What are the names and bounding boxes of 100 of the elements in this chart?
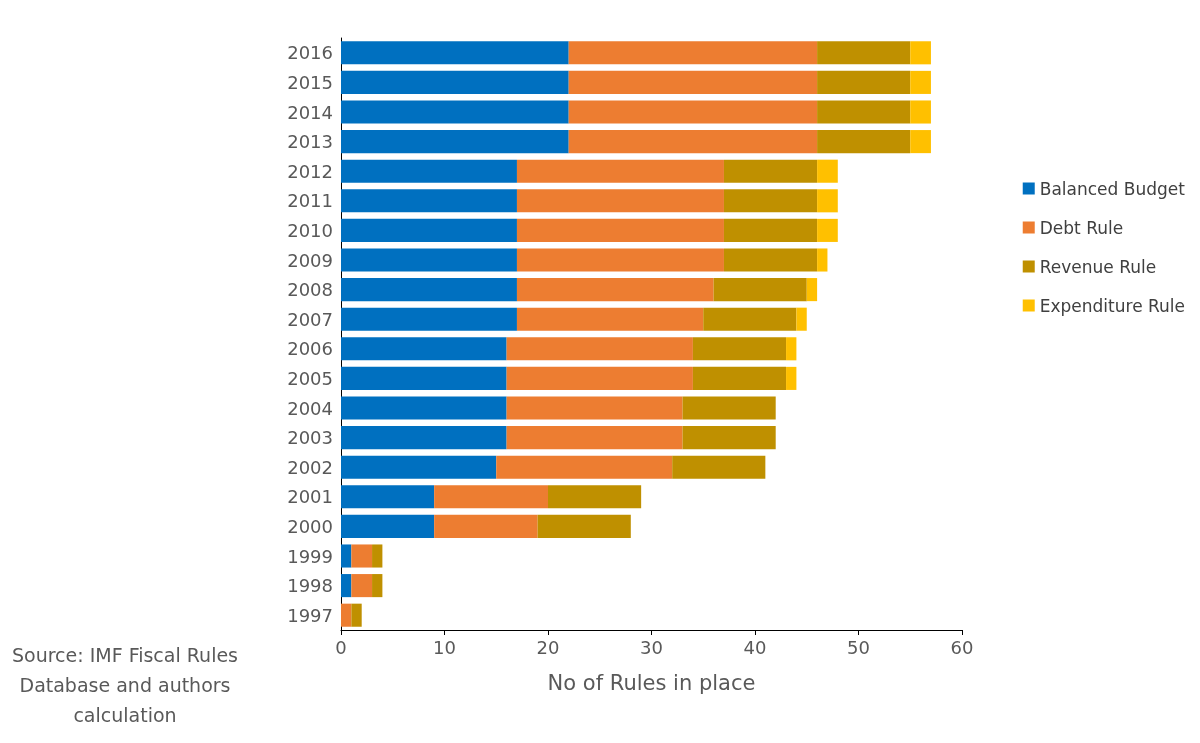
y-tick-label: 2007 <box>287 308 333 330</box>
bar <box>434 514 538 538</box>
y-tick-label: 2006 <box>287 338 333 360</box>
bar <box>506 396 683 420</box>
y-tick-label: 1997 <box>287 604 333 626</box>
x-tick-label: 50 <box>847 636 870 658</box>
bar <box>341 426 507 450</box>
bar <box>506 337 693 361</box>
x-axis-title: No of Rules in place <box>547 670 756 695</box>
y-tick-label: 2012 <box>287 160 333 182</box>
legend-label: Debt Rule <box>1039 217 1124 238</box>
bar <box>506 366 693 390</box>
bar <box>341 189 517 213</box>
bar <box>568 100 818 124</box>
bar <box>548 485 642 509</box>
source-note: Source: IMF Fiscal Rules Database and authors calculation <box>10 643 240 728</box>
y-tick-label: 2010 <box>287 219 333 241</box>
bar <box>341 130 569 154</box>
x-tick-label: 30 <box>640 636 663 658</box>
bar <box>341 70 569 94</box>
bar <box>351 544 373 568</box>
bar <box>372 544 383 568</box>
bar <box>910 70 931 94</box>
bar <box>351 603 362 627</box>
bar <box>516 189 724 213</box>
bar <box>506 426 683 450</box>
bar <box>516 278 714 302</box>
y-tick-label: 2002 <box>287 456 333 478</box>
y-tick-label: 2004 <box>287 397 333 419</box>
bar <box>341 366 507 390</box>
bar <box>341 218 517 242</box>
x-tick-label: 20 <box>536 636 560 658</box>
bar <box>516 248 724 272</box>
bar <box>341 544 352 568</box>
legend-label: Balanced Budget <box>1039 178 1186 199</box>
bar <box>910 100 931 124</box>
bar <box>692 366 787 390</box>
bar <box>713 278 807 302</box>
x-tick-label: 0 <box>335 636 347 658</box>
bar <box>496 455 673 479</box>
y-tick-label: 2001 <box>287 486 333 508</box>
y-tick-label: 2000 <box>287 515 333 537</box>
bar <box>341 307 517 331</box>
y-tick-label: 1998 <box>287 575 333 597</box>
legend-label: Expenditure Rule <box>1039 295 1185 316</box>
bar <box>817 130 911 154</box>
bar <box>796 307 807 331</box>
bar <box>786 337 797 361</box>
y-tick-label: 2011 <box>287 190 333 212</box>
bar <box>341 159 517 183</box>
x-tick-label: 60 <box>950 636 974 658</box>
bar <box>817 248 828 272</box>
y-tick-label: 2014 <box>287 101 333 123</box>
bar <box>568 70 818 94</box>
bar <box>817 70 911 94</box>
bar <box>341 574 352 598</box>
bar <box>341 100 569 124</box>
bar <box>537 514 631 538</box>
bar <box>682 396 776 420</box>
bar <box>786 366 797 390</box>
bar <box>341 603 352 627</box>
bar <box>910 41 931 65</box>
y-tick-label: 2005 <box>287 367 333 389</box>
bar <box>516 159 724 183</box>
bar <box>516 307 704 331</box>
bar <box>341 455 497 479</box>
bar <box>817 159 838 183</box>
bar <box>341 396 507 420</box>
y-tick-label: 2015 <box>287 71 333 93</box>
bar <box>341 248 517 272</box>
bar <box>682 426 776 450</box>
y-tick-label: 2013 <box>287 131 333 153</box>
x-tick-label: 40 <box>743 636 767 658</box>
y-tick-label: 1999 <box>287 545 333 567</box>
y-tick-label: 2016 <box>287 42 333 64</box>
bar <box>692 337 787 361</box>
bar <box>817 41 911 65</box>
bar <box>516 218 724 242</box>
bar <box>434 485 548 509</box>
bar <box>341 41 569 65</box>
bar <box>806 278 818 302</box>
bar <box>817 100 911 124</box>
bar <box>341 278 517 302</box>
bar <box>723 248 818 272</box>
bar <box>723 189 818 213</box>
bar <box>817 189 838 213</box>
bar <box>341 337 507 361</box>
bar <box>723 159 818 183</box>
bar <box>910 130 931 154</box>
y-tick-label: 2003 <box>287 427 333 449</box>
bar <box>672 455 766 479</box>
bar <box>703 307 797 331</box>
bar <box>568 41 818 65</box>
bar <box>568 130 818 154</box>
y-tick-label: 2009 <box>287 249 333 271</box>
bar <box>351 574 373 598</box>
bar <box>372 574 383 598</box>
x-tick-label: 10 <box>433 636 456 658</box>
bar <box>341 514 435 538</box>
bar <box>341 485 435 509</box>
